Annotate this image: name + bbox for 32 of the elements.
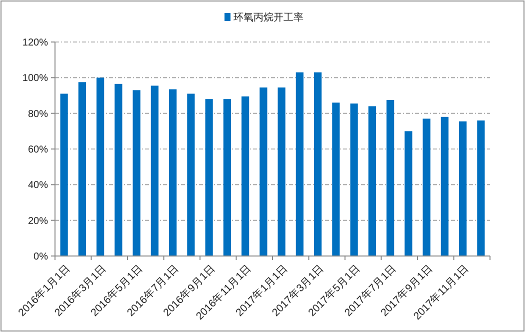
bar (223, 99, 231, 256)
bar (242, 96, 250, 256)
bar (78, 82, 86, 256)
bar (350, 104, 358, 256)
y-tick-label: 60% (28, 144, 48, 156)
bar (187, 94, 195, 256)
y-tick-label: 120% (22, 38, 48, 48)
bar (169, 89, 177, 256)
bar (278, 87, 286, 256)
bar (132, 90, 140, 256)
legend-label: 环氧丙烷开工率 (234, 12, 304, 24)
bar (386, 100, 394, 256)
y-tick-label: 80% (28, 108, 48, 120)
bar (404, 131, 412, 256)
bar (205, 99, 213, 256)
y-tick-label: 100% (22, 73, 48, 84)
y-tick-label: 20% (28, 216, 48, 227)
bar (459, 121, 467, 256)
y-tick-label: 0% (34, 252, 48, 262)
bar (314, 72, 322, 256)
bar (260, 87, 268, 256)
bar (368, 106, 376, 256)
bar (150, 86, 158, 256)
bar (332, 102, 340, 256)
bar (440, 116, 448, 256)
bar (96, 78, 104, 256)
bar (296, 72, 304, 256)
y-tick-label: 40% (28, 180, 48, 192)
bar (422, 118, 430, 256)
bar (114, 84, 122, 256)
bar (60, 94, 68, 256)
bar (477, 120, 485, 256)
